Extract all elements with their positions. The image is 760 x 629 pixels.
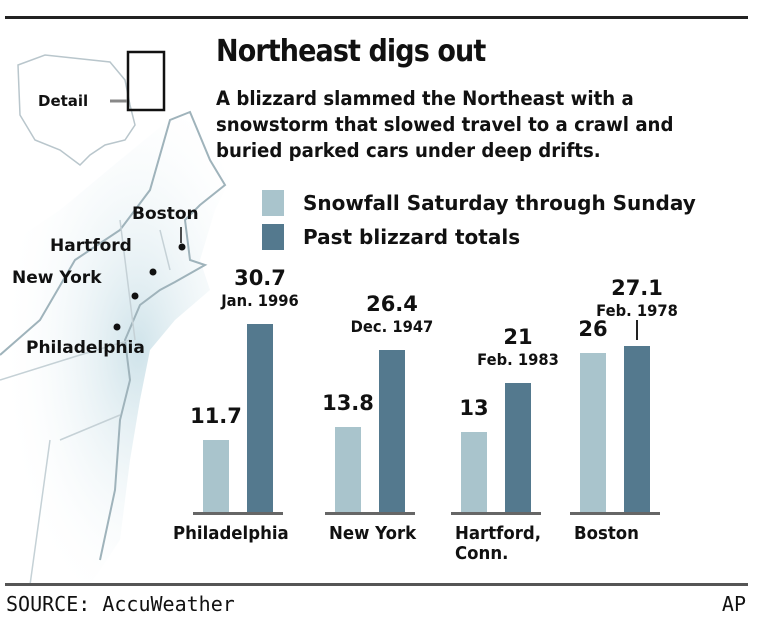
legend-item-snowfall: Snowfall Saturday through Sunday (262, 190, 696, 216)
leader-line (636, 319, 638, 340)
value-label: 26.4 (366, 292, 418, 317)
value-label: 27.1 (611, 275, 663, 300)
legend-label: Past blizzard totals (303, 225, 521, 249)
date-label: Dec. 1947 (350, 317, 434, 337)
value-label: 30.7 (234, 265, 286, 290)
city-dot-new-york (131, 292, 139, 300)
map-label-hartford: Hartford (50, 236, 132, 256)
category-label: Hartford, Conn. (455, 523, 542, 564)
baseline (193, 512, 283, 515)
bar-past (379, 350, 405, 512)
legend-label: Snowfall Saturday through Sunday (303, 191, 696, 215)
bar-past (247, 323, 273, 512)
city-dot-hartford (149, 268, 157, 276)
bar-past (624, 345, 650, 512)
baseline (570, 512, 660, 515)
detail-box (126, 50, 166, 112)
category-label: New York (329, 523, 417, 544)
us-outline (17, 54, 136, 166)
top-rule (5, 16, 748, 19)
value-label: 13.8 (322, 391, 374, 416)
date-label: Feb. 1978 (596, 300, 678, 320)
value-label: 26 (578, 316, 608, 341)
value-label: 21 (503, 325, 533, 350)
legend-item-past: Past blizzard totals (262, 224, 520, 250)
bar-past (505, 383, 531, 512)
legend-swatch-light (262, 190, 284, 216)
bottom-rule (5, 583, 748, 586)
northeast-map (0, 50, 230, 585)
bar-recent (203, 440, 229, 512)
city-dot-philadelphia (113, 323, 121, 331)
legend-swatch-dark (262, 224, 284, 250)
map-label-new-york: New York (12, 268, 102, 288)
category-label: Boston (574, 523, 639, 544)
date-label: Jan. 1996 (221, 290, 299, 310)
baseline (451, 512, 541, 515)
map-detail-label: Detail (38, 92, 89, 110)
baseline (325, 512, 415, 515)
bar-recent (335, 427, 361, 512)
map-label-philadelphia: Philadelphia (26, 338, 145, 358)
value-label: 13 (459, 396, 489, 421)
value-label: 11.7 (190, 404, 242, 429)
bar-recent (461, 432, 487, 512)
chart-subtitle: A blizzard slammed the Northeast with a … (216, 87, 674, 162)
city-dot-boston (178, 243, 186, 251)
bar-recent (580, 352, 606, 512)
chart-title: Northeast digs out (216, 34, 486, 69)
date-label: Feb. 1983 (477, 350, 559, 370)
category-label: Philadelphia (173, 523, 289, 544)
map-label-boston: Boston (132, 204, 199, 224)
agency-credit: AP (721, 592, 746, 616)
source-credit: SOURCE: AccuWeather (6, 592, 235, 616)
